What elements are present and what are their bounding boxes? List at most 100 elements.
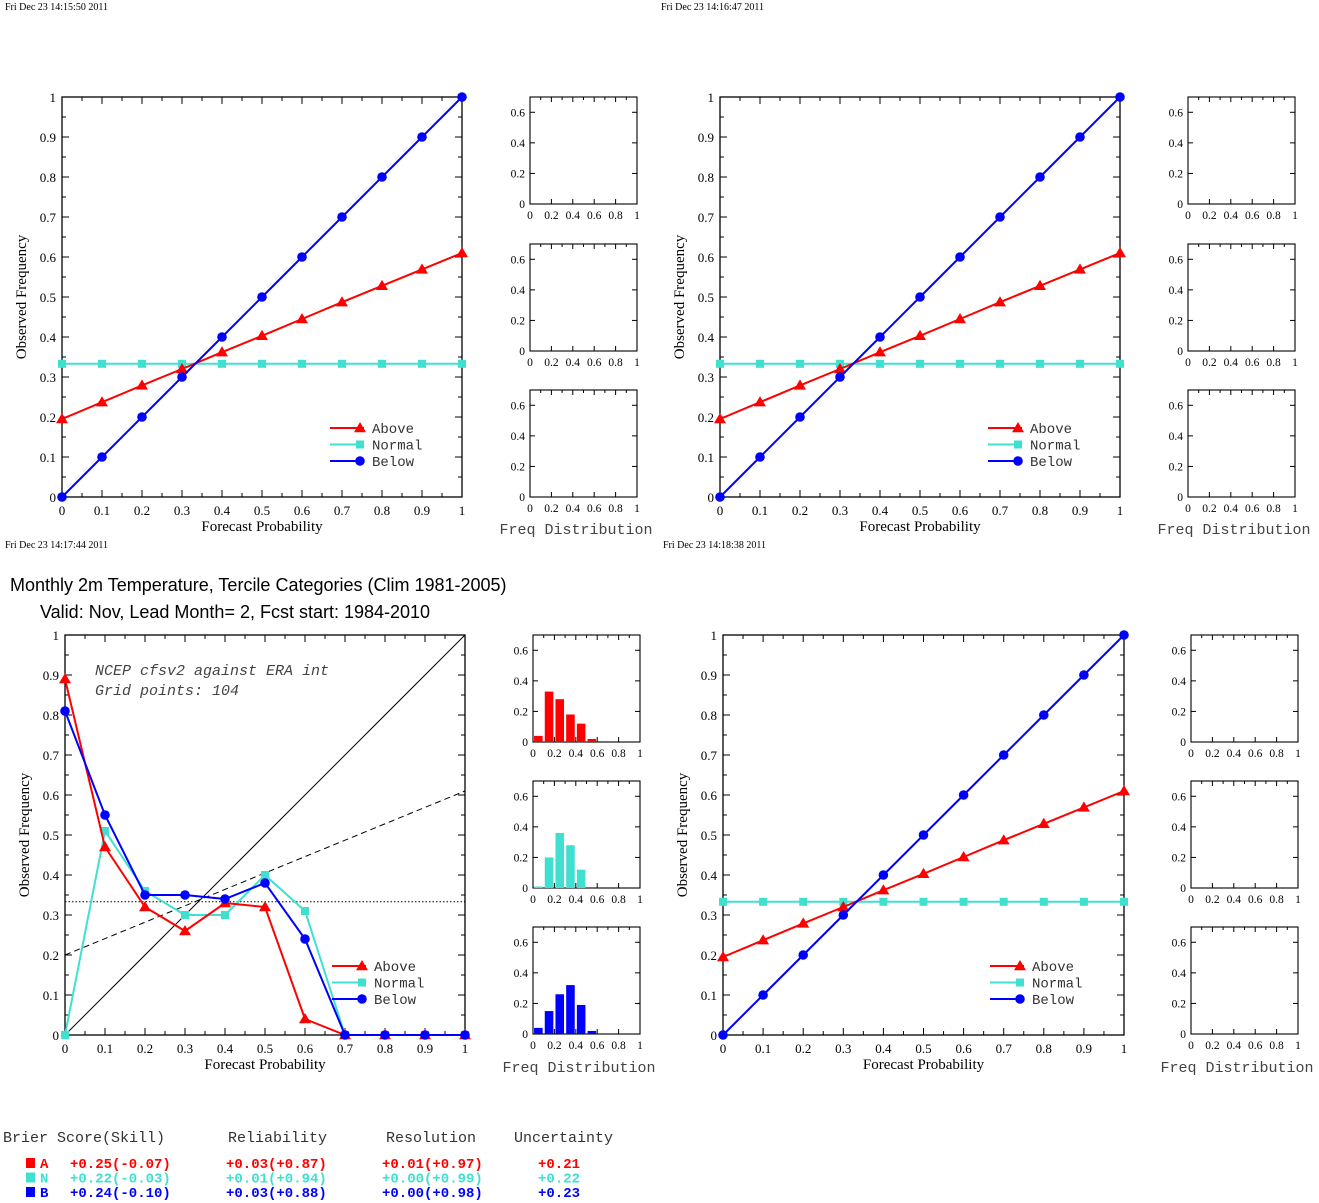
data-point-above bbox=[994, 296, 1006, 307]
freq-y-tick-label: 0.2 bbox=[1172, 706, 1187, 718]
freq-x-tick-label: 0.6 bbox=[590, 748, 605, 760]
x-tick-label: 0.7 bbox=[992, 503, 1009, 518]
y-tick-label: 0.7 bbox=[40, 210, 57, 225]
legend-marker-below bbox=[355, 456, 365, 466]
y-tick-label: 0 bbox=[53, 1028, 60, 1043]
freq-x-tick-label: 0.4 bbox=[1224, 357, 1239, 369]
x-tick-label: 0.9 bbox=[1076, 1041, 1092, 1056]
freq-y-tick-label: 0 bbox=[1177, 492, 1183, 504]
figure-title: Monthly 2m Temperature, Tercile Categori… bbox=[10, 575, 507, 595]
freq-y-tick-label: 0.4 bbox=[511, 431, 526, 443]
panel-bottom-left: 0 0.1 0.2 0.3 0.4 0.5 0.6 0.7 0.8 0.9 1 0 0.1 0.2 0.3 0… bbox=[17, 628, 656, 1077]
data-point-above bbox=[1118, 785, 1130, 796]
x-tick-label: 0.7 bbox=[337, 1041, 354, 1056]
y-tick-label: 0.5 bbox=[43, 828, 59, 843]
data-point-below bbox=[1079, 670, 1089, 680]
freq-y-tick-label: 0.2 bbox=[1169, 315, 1184, 327]
freq-x-tick-label: 0.6 bbox=[1248, 894, 1263, 906]
freq-x-tick-label: 0.6 bbox=[1245, 503, 1260, 515]
freq-y-tick-label: 0 bbox=[522, 883, 528, 895]
data-point-above bbox=[336, 296, 348, 307]
data-point-below bbox=[180, 890, 190, 900]
data-point-normal bbox=[719, 897, 727, 906]
freq-y-tick-label: 0 bbox=[1180, 737, 1186, 749]
data-point-below bbox=[60, 706, 70, 716]
data-point-above bbox=[754, 396, 766, 407]
data-point-below bbox=[755, 452, 765, 462]
y-tick-label: 0.3 bbox=[43, 908, 59, 923]
data-point-below bbox=[715, 492, 725, 502]
y-tick-label: 0.5 bbox=[701, 828, 717, 843]
data-point-below bbox=[798, 950, 808, 960]
data-point-above bbox=[1037, 817, 1050, 828]
data-point-above bbox=[259, 901, 271, 912]
data-point-normal bbox=[879, 897, 888, 906]
freq-y-tick-label: 0.6 bbox=[1169, 107, 1184, 119]
x-axis-label: Forecast Probability bbox=[863, 1057, 985, 1073]
data-point-above bbox=[99, 841, 111, 852]
freq-y-tick-label: 0.6 bbox=[514, 791, 529, 803]
freq-x-tick-label: 0.6 bbox=[590, 1040, 605, 1052]
legend-marker-above bbox=[1012, 422, 1024, 433]
x-tick-label: 0.9 bbox=[414, 503, 430, 518]
freq-bar-below bbox=[576, 1004, 586, 1034]
freq-x-tick-label: 0.4 bbox=[566, 210, 581, 222]
data-point-below bbox=[758, 990, 768, 1000]
freq-bar-above bbox=[576, 723, 586, 742]
freq-distribution-label: Freq Distribution bbox=[1160, 1060, 1313, 1077]
data-point-normal bbox=[301, 907, 309, 915]
freq-y-tick-label: 0 bbox=[522, 1029, 528, 1041]
data-point-normal bbox=[181, 911, 189, 919]
data-point-normal bbox=[876, 359, 884, 368]
freq-y-tick-label: 0 bbox=[519, 492, 525, 504]
data-point-below bbox=[795, 412, 805, 422]
timestamp-top-left: Fri Dec 23 14:15:50 2011 bbox=[5, 2, 108, 13]
data-point-below bbox=[340, 1030, 350, 1040]
score-uncertainty: +0.21 bbox=[538, 1157, 580, 1173]
data-point-above bbox=[416, 263, 428, 274]
timestamp-bottom-left: Fri Dec 23 14:17:44 2011 bbox=[5, 540, 108, 551]
freq-x-tick-label: 1 bbox=[1292, 210, 1298, 222]
score-header-uncertainty: Uncertainty bbox=[514, 1130, 613, 1147]
freq-x-tick-label: 0.4 bbox=[1224, 210, 1239, 222]
freq-x-tick-label: 0 bbox=[1188, 748, 1194, 760]
data-point-below bbox=[140, 890, 150, 900]
data-point-above bbox=[997, 834, 1010, 845]
freq-y-tick-label: 0 bbox=[522, 737, 528, 749]
freq-bar-below bbox=[544, 1011, 554, 1034]
freq-x-tick-label: 1 bbox=[1292, 503, 1298, 515]
y-tick-label: 0.1 bbox=[698, 450, 714, 465]
y-tick-label: 0.2 bbox=[40, 410, 56, 425]
x-tick-label: 0.2 bbox=[795, 1041, 811, 1056]
data-point-below bbox=[955, 252, 965, 262]
x-tick-label: 0.5 bbox=[254, 503, 270, 518]
freq-x-tick-label: 0.8 bbox=[1266, 210, 1281, 222]
freq-x-tick-label: 0 bbox=[1185, 503, 1191, 515]
timestamp-bottom-right: Fri Dec 23 14:18:38 2011 bbox=[663, 540, 766, 551]
data-point-normal bbox=[458, 359, 466, 368]
data-point-below bbox=[918, 830, 929, 840]
freq-bar-below bbox=[555, 994, 565, 1034]
y-tick-label: 0 bbox=[50, 490, 57, 505]
freq-x-tick-label: 0.2 bbox=[544, 210, 559, 222]
freq-x-tick-label: 0.8 bbox=[1269, 748, 1284, 760]
x-tick-label: 0.9 bbox=[1072, 503, 1088, 518]
freq-y-tick-label: 0.4 bbox=[514, 968, 529, 980]
freq-bar-normal bbox=[566, 845, 575, 888]
freq-y-tick-label: 0.2 bbox=[1172, 852, 1187, 864]
freq-x-tick-label: 0 bbox=[1188, 894, 1194, 906]
data-point-below bbox=[97, 452, 107, 462]
legend-label-above: Above bbox=[372, 422, 414, 438]
score-label: A bbox=[40, 1157, 49, 1173]
data-point-normal bbox=[1036, 359, 1044, 368]
freq-y-tick-label: 0 bbox=[1180, 883, 1186, 895]
data-point-normal bbox=[1120, 897, 1128, 906]
score-uncertainty: +0.23 bbox=[538, 1186, 580, 1202]
freq-x-tick-label: 0.8 bbox=[1266, 503, 1281, 515]
legend-label-normal: Normal bbox=[372, 439, 422, 455]
freq-x-tick-label: 0.4 bbox=[1227, 1040, 1242, 1052]
freq-bar-above bbox=[566, 714, 575, 742]
data-point-normal bbox=[756, 359, 764, 368]
data-point-above bbox=[56, 413, 68, 424]
legend-marker-above bbox=[354, 422, 366, 433]
